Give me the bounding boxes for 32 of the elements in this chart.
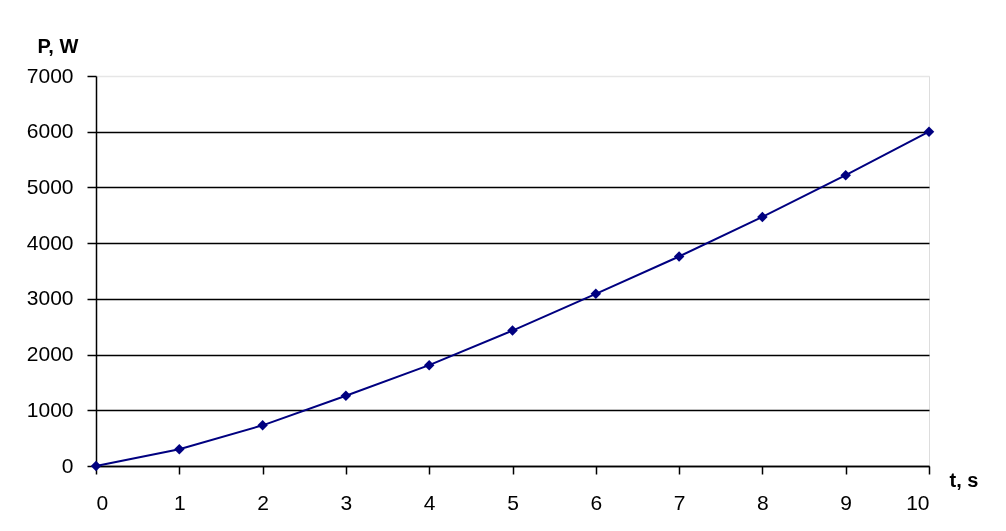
x-tick-label: 6 (590, 490, 603, 514)
x-tick-label: 4 (423, 490, 436, 514)
y-tick-label: 1000 (26, 397, 74, 421)
x-tick-label: 1 (173, 490, 186, 514)
point (923, 126, 935, 137)
point (340, 390, 352, 402)
x-tick-label: 5 (507, 490, 519, 514)
x-tick-label: 0 (96, 490, 109, 514)
point (757, 211, 768, 223)
y-tick-label: 5000 (26, 174, 74, 198)
x-tick-label: 9 (840, 490, 853, 514)
y-tick-label: 2000 (26, 342, 74, 366)
y-axis-title: P, W (37, 34, 79, 57)
x-tick-label: 7 (673, 490, 686, 514)
y-tick-label: 3000 (26, 286, 74, 310)
x-axis-title: t, s (949, 468, 979, 491)
y-tick-label: 7000 (26, 63, 74, 87)
point (590, 288, 602, 300)
point (423, 359, 435, 371)
point (174, 444, 185, 455)
y-tick-label: 4000 (26, 230, 74, 254)
y-tick-label: 0 (61, 453, 74, 477)
x-tick-label: 2 (257, 490, 269, 514)
x-tick-label: 8 (757, 490, 769, 514)
point (840, 169, 851, 181)
x-tick-label: 3 (340, 490, 353, 514)
point (90, 460, 102, 472)
y-tick-label: 6000 (26, 119, 74, 143)
x-tick-label: 10 (906, 490, 930, 514)
point (507, 325, 518, 336)
point (257, 420, 268, 431)
point (673, 251, 685, 262)
